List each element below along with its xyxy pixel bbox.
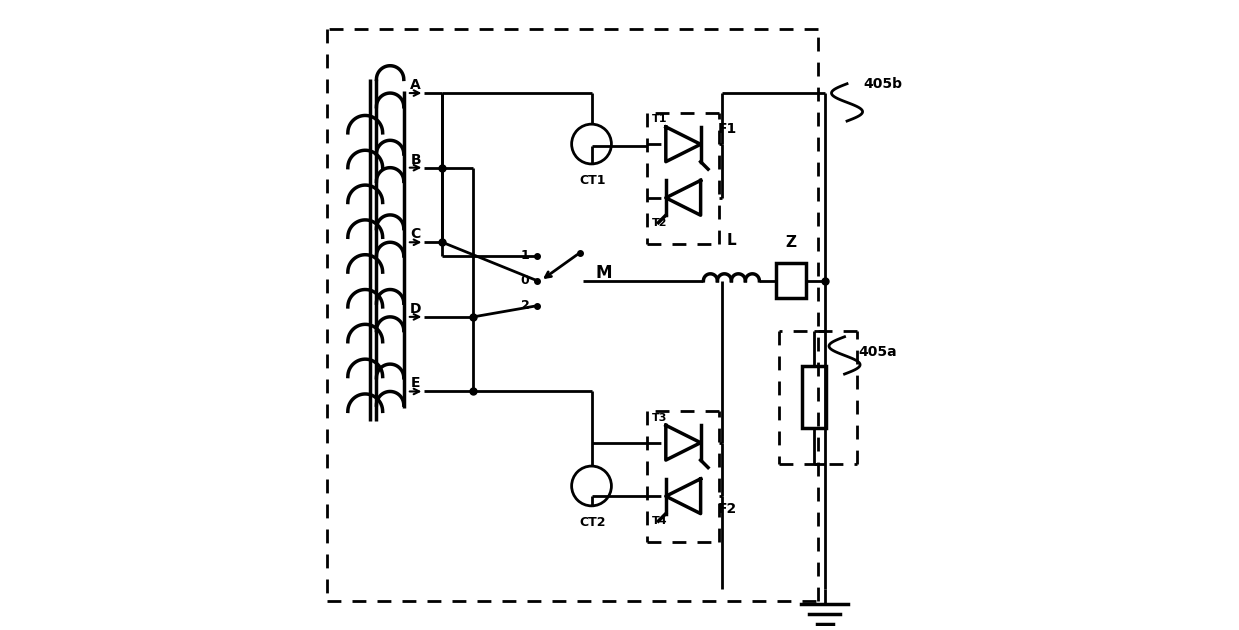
- Text: F1: F1: [717, 122, 737, 135]
- Text: T4: T4: [652, 516, 668, 526]
- Bar: [803, 366, 826, 428]
- Text: 1: 1: [520, 249, 529, 263]
- Text: Z: Z: [786, 235, 797, 249]
- Bar: [776, 263, 807, 298]
- Text: 405b: 405b: [864, 77, 902, 91]
- Text: 405a: 405a: [859, 345, 897, 359]
- Text: T1: T1: [652, 115, 668, 124]
- Text: T2: T2: [652, 218, 668, 227]
- Text: CT2: CT2: [579, 515, 606, 529]
- Text: M: M: [595, 265, 612, 282]
- Text: L: L: [726, 233, 736, 248]
- Text: B: B: [410, 152, 421, 166]
- Text: D: D: [410, 302, 421, 316]
- Text: F2: F2: [717, 502, 737, 516]
- Text: A: A: [410, 78, 421, 92]
- Text: CT1: CT1: [579, 174, 606, 186]
- Text: 2: 2: [520, 299, 529, 312]
- Text: 0: 0: [520, 274, 529, 287]
- Text: T3: T3: [652, 413, 668, 423]
- Text: E: E: [411, 376, 420, 391]
- Text: C: C: [410, 227, 421, 241]
